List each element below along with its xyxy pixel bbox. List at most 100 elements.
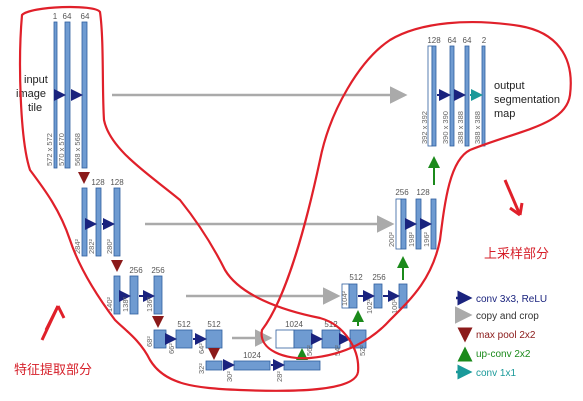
encoder-level-3: 256 256 140² 138² 136² [105, 266, 165, 315]
dim-label: 102² [365, 298, 374, 314]
decoder-outline [260, 20, 572, 360]
decoder-level-4: 1024 512 56² 54² 52² [275, 320, 367, 356]
decoder-level-3: 512 256 104² 102² 100² [340, 273, 408, 314]
channel-label: 256 [151, 266, 165, 275]
encoder-outline [18, 5, 360, 392]
feature-map [400, 198, 407, 250]
legend-conv-label: conv 3x3, ReLU [476, 294, 547, 305]
dim-label: 282² [87, 238, 96, 254]
feature-map [205, 329, 223, 349]
encoder-level-1: 1 64 64 572 x 572 570 x 570 568 x 568 [45, 12, 90, 169]
feature-map [481, 45, 486, 147]
dim-label: 56² [305, 345, 314, 356]
dim-label: 32² [197, 363, 206, 374]
dim-label: 30² [225, 371, 234, 382]
legend-pool-label: max pool 2x2 [476, 330, 536, 341]
dim-label: 390 x 390 [441, 111, 450, 144]
channel-label: 128 [427, 36, 441, 45]
feature-map [431, 45, 437, 147]
legend-copy-label: copy and crop [476, 311, 539, 322]
channel-label: 1024 [285, 320, 303, 329]
decoder-level-2: 256 128 200² 198² 196² [387, 188, 437, 250]
dim-label: 66² [167, 343, 176, 354]
channel-label: 512 [207, 320, 221, 329]
channel-label: 128 [416, 188, 430, 197]
feature-map [430, 198, 437, 250]
channel-label: 256 [129, 266, 143, 275]
output-label-line: output [494, 80, 525, 92]
channel-label: 256 [395, 188, 409, 197]
channel-label: 512 [177, 320, 191, 329]
cropped-feature-map [275, 329, 295, 349]
copy-crop-arrows [112, 86, 408, 347]
dim-label: 104² [340, 290, 349, 306]
channel-label: 64 [448, 36, 457, 45]
feature-map [415, 198, 422, 250]
channel-label: 512 [349, 273, 363, 282]
feature-map [175, 329, 193, 349]
feature-map [95, 187, 102, 257]
dim-label: 284² [73, 238, 82, 254]
dim-label: 572 x 572 [45, 133, 54, 166]
channel-label: 2 [482, 36, 487, 45]
red-annotations: 特征提取部分 上采样部分 [14, 5, 572, 392]
feature-map [464, 45, 470, 147]
dim-label: 100² [390, 298, 399, 314]
output-label-line: segmentation [494, 94, 560, 106]
channel-label: 512 [324, 320, 338, 329]
dim-label: 64² [197, 343, 206, 354]
decoder-pointer-line [503, 179, 522, 216]
input-label-line: input [24, 74, 48, 86]
dim-label: 280² [105, 238, 114, 254]
dim-label: 68² [145, 336, 154, 347]
feature-map [205, 360, 223, 371]
bottleneck-level: 1024 32² 30² 28² [197, 351, 321, 382]
channel-label: 128 [110, 178, 124, 187]
encoder-level-2: 128 128 284² 282² 280² [73, 178, 124, 257]
channel-label: 64 [63, 12, 72, 21]
legend-up-label: up-conv 2x2 [476, 349, 531, 360]
feature-map [373, 283, 383, 309]
feature-map [348, 283, 358, 309]
feature-map [153, 329, 167, 349]
encoder-level-4: 512 512 68² 66² 64² [145, 320, 223, 354]
feature-map [283, 360, 321, 371]
decoder-annotation: 上采样部分 [484, 246, 549, 261]
dim-label: 568 x 568 [73, 133, 82, 166]
dim-label: 52² [358, 345, 367, 356]
channel-label: 1 [53, 12, 58, 21]
dim-label: 196² [422, 231, 431, 247]
channel-label: 64 [81, 12, 90, 21]
dim-label: 136² [145, 296, 154, 312]
channel-label: 1024 [243, 351, 261, 360]
dim-label: 200² [387, 231, 396, 247]
decoder-level-1: 128 64 64 2 392 x 392 390 x 390 388 x 38… [420, 36, 487, 147]
dim-label: 388 x 388 [473, 111, 482, 144]
feature-map [129, 275, 139, 315]
feature-map [153, 275, 163, 315]
output-label-line: map [494, 108, 515, 120]
dim-label: 28² [275, 371, 284, 382]
dim-label: 570 x 570 [57, 133, 66, 166]
channel-label: 256 [372, 273, 386, 282]
feature-map [113, 275, 121, 315]
legend: conv 3x3, ReLU copy and crop max pool 2x… [455, 290, 547, 380]
channel-label: 64 [463, 36, 472, 45]
dim-label: 392 x 392 [420, 111, 429, 144]
encoder-annotation: 特征提取部分 [14, 362, 92, 377]
feature-map [233, 360, 271, 371]
feature-map [81, 21, 88, 169]
input-label-line: tile [28, 102, 42, 114]
dim-label: 54² [333, 345, 342, 356]
decoder-pointer-head [509, 202, 524, 217]
channel-label: 128 [91, 178, 105, 187]
dim-label: 198² [407, 231, 416, 247]
encoder-pointer-line [40, 305, 60, 341]
feature-map [113, 187, 121, 257]
input-label-line: image [16, 88, 46, 100]
dim-label: 138² [121, 296, 130, 312]
dim-label: 388 x 388 [456, 111, 465, 144]
legend-out-label: conv 1x1 [476, 368, 516, 379]
cropped-feature-map [395, 198, 402, 250]
